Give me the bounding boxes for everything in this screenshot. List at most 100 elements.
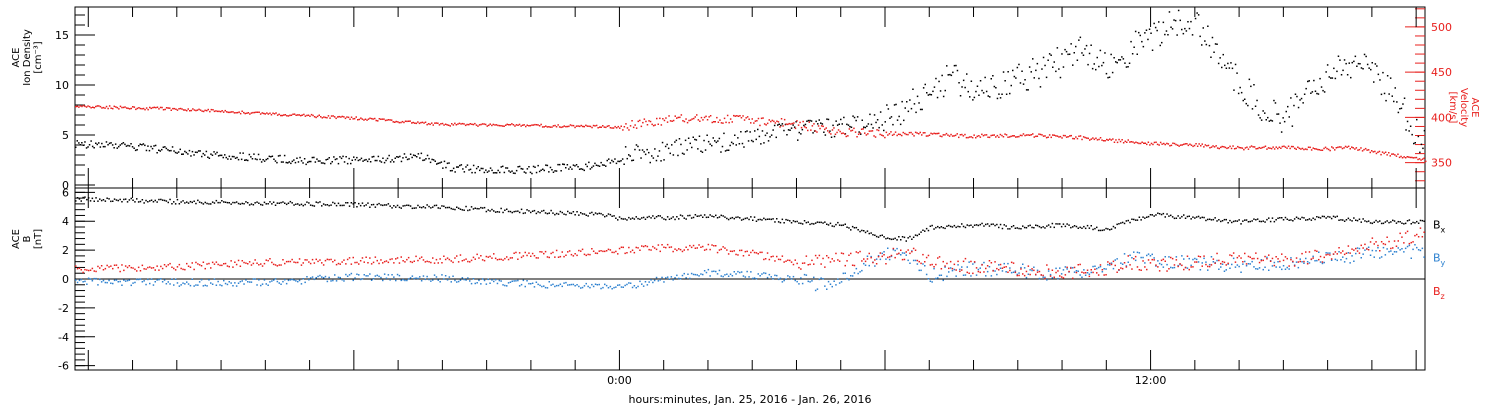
data-point — [681, 250, 684, 253]
data-point — [1223, 270, 1226, 272]
data-point — [1394, 154, 1396, 156]
data-point — [555, 126, 558, 128]
data-point — [316, 115, 319, 118]
data-point — [697, 148, 699, 150]
data-point — [1194, 217, 1196, 219]
data-point — [926, 92, 928, 94]
data-point — [489, 123, 491, 125]
data-point — [287, 202, 290, 204]
data-point — [739, 249, 741, 252]
data-point — [265, 203, 267, 205]
data-point — [247, 112, 250, 114]
data-point — [132, 267, 134, 269]
data-point — [261, 283, 264, 285]
data-point — [794, 127, 797, 130]
data-point — [1297, 217, 1300, 220]
data-point — [827, 130, 829, 132]
data-point — [156, 265, 158, 267]
data-point — [744, 131, 747, 133]
data-point — [1096, 272, 1098, 274]
data-point — [134, 281, 136, 284]
data-point — [1351, 61, 1353, 64]
data-point — [761, 219, 763, 221]
data-point — [195, 202, 197, 205]
data-point — [1133, 142, 1136, 144]
data-point — [198, 201, 201, 203]
data-point — [415, 277, 417, 279]
data-point — [681, 274, 684, 277]
data-point — [133, 147, 135, 149]
data-point — [996, 223, 998, 226]
data-point — [1193, 144, 1196, 147]
data-point — [576, 211, 578, 213]
data-point — [79, 144, 82, 146]
data-point — [790, 222, 793, 224]
data-point — [378, 118, 381, 120]
data-point — [467, 260, 469, 263]
data-point — [620, 246, 623, 248]
data-point — [1384, 254, 1387, 256]
data-point — [1095, 68, 1097, 71]
data-point — [393, 161, 395, 163]
data-point — [757, 128, 759, 131]
data-point — [395, 258, 397, 260]
data-point — [263, 279, 266, 281]
data-point — [1159, 44, 1161, 47]
data-point — [1113, 141, 1116, 143]
data-point — [511, 257, 513, 259]
data-point — [754, 130, 756, 132]
data-point — [1393, 220, 1396, 222]
data-point — [1088, 275, 1091, 278]
data-point — [385, 204, 388, 206]
data-point — [822, 257, 824, 260]
data-point — [1281, 253, 1283, 255]
data-point — [264, 113, 266, 115]
data-point — [110, 107, 112, 109]
data-point — [864, 132, 866, 134]
data-point — [144, 108, 146, 111]
data-point — [654, 148, 656, 150]
data-point — [744, 217, 747, 220]
data-point — [1190, 20, 1192, 23]
data-point — [170, 109, 172, 111]
data-point — [1044, 277, 1046, 280]
data-point — [876, 129, 878, 131]
data-point — [223, 201, 225, 203]
data-point — [479, 169, 481, 172]
data-point — [726, 273, 728, 275]
data-point — [1001, 93, 1003, 95]
data-point — [822, 222, 824, 224]
data-point — [160, 198, 162, 201]
data-point — [681, 215, 684, 217]
data-point — [528, 166, 530, 168]
data-point — [158, 108, 160, 110]
data-point — [863, 258, 865, 260]
data-point — [119, 270, 121, 273]
data-point — [1123, 262, 1126, 264]
data-point — [1330, 259, 1333, 261]
data-point — [1210, 264, 1213, 266]
data-point — [555, 212, 558, 215]
data-point — [254, 158, 257, 160]
data-point — [477, 125, 479, 127]
data-point — [632, 126, 635, 129]
data-point — [190, 155, 192, 157]
data-point — [230, 158, 232, 160]
data-point — [1297, 266, 1300, 269]
data-point — [217, 201, 219, 204]
data-point — [759, 124, 761, 127]
data-point — [1418, 158, 1421, 160]
data-point — [272, 201, 275, 203]
data-point — [433, 262, 436, 264]
data-point — [1127, 261, 1129, 263]
data-point — [992, 270, 994, 272]
data-point — [903, 252, 906, 254]
data-point — [356, 273, 358, 275]
data-point — [112, 282, 114, 285]
data-point — [637, 145, 639, 148]
data-point — [842, 224, 845, 226]
data-point — [717, 140, 719, 142]
data-point — [648, 151, 650, 154]
data-point — [1403, 223, 1405, 225]
data-point — [1103, 229, 1105, 231]
